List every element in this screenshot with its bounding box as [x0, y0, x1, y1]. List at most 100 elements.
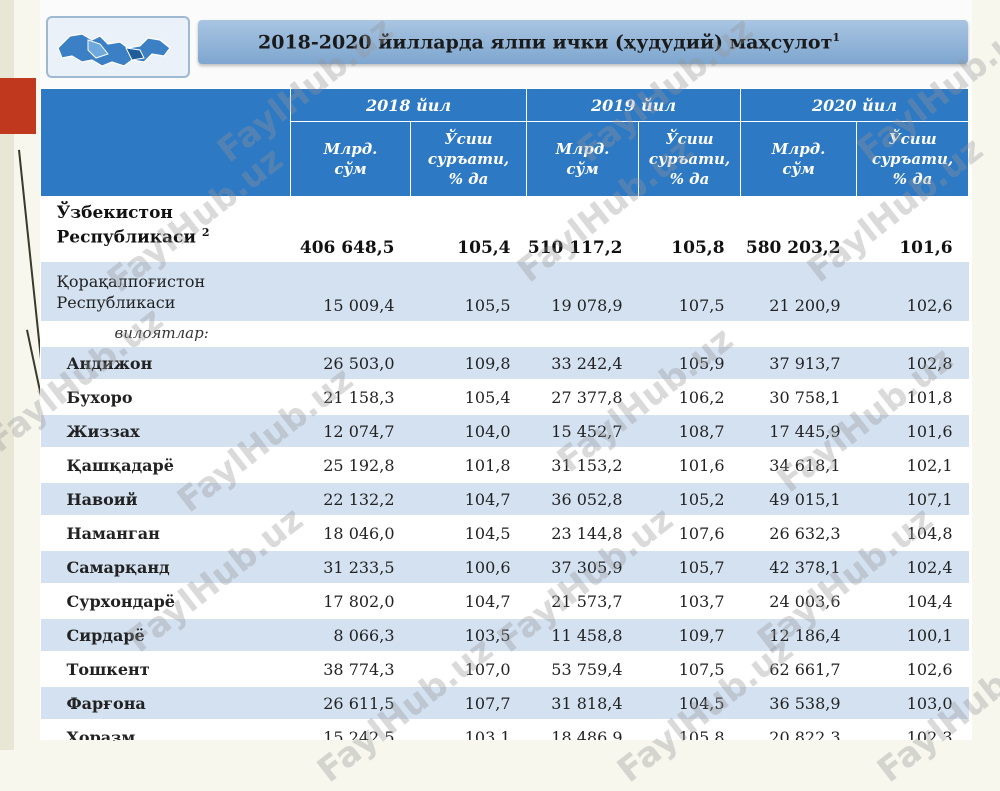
table-row: Самарқанд 31 233,5 100,6 37 305,9 105,7 42 37…	[40, 549, 969, 584]
cell-value: 510 117,2	[526, 196, 639, 262]
table-row: Бухоро 21 158,3 105,4 27 377,8 106,2 30 758,1…	[40, 379, 969, 414]
region-column-header	[40, 88, 291, 197]
document-image: 2018-2020 йилларда ялпи ички (ҳудудий) м…	[40, 0, 972, 740]
cell-value: 34 618,1	[740, 447, 857, 482]
cell-value: 18 486,9	[526, 719, 639, 740]
cell-value: 20 822,3	[740, 719, 857, 740]
table-row: Навоий 22 132,2 104,7 36 052,8 105,2 49 015,1…	[40, 481, 969, 516]
cell-growth: 104,8	[856, 515, 969, 550]
cell-value: 406 648,5	[290, 196, 411, 262]
cell-growth: 105,4	[410, 379, 527, 414]
cell-value: 17 445,9	[740, 413, 857, 448]
row-label: Наманган	[40, 515, 291, 550]
cell-value: 21 200,9	[740, 262, 857, 321]
table-row: Хоразм 15 242,5 103,1 18 486,9 105,8 20 822,3…	[40, 719, 969, 740]
row-label: Самарқанд	[40, 549, 291, 584]
cell-value: 19 078,9	[526, 262, 639, 321]
year-header-row: 2018 йил 2019 йил 2020 йил	[40, 88, 970, 197]
cell-value: 15 452,7	[526, 413, 639, 448]
uzbekistan-map-icon	[46, 16, 190, 78]
cell-value: 37 305,9	[526, 549, 639, 584]
cell-value: 24 003,6	[740, 583, 857, 618]
cell-value: 33 242,4	[526, 345, 639, 380]
region-rows: Андижон 26 503,0 109,8 33 242,4 105,9 37 913,…	[40, 345, 969, 740]
row-label: Хоразм	[40, 719, 291, 740]
cell-growth: 101,8	[410, 447, 527, 482]
slide-accent-box	[0, 78, 36, 134]
cell-growth: 104,4	[856, 583, 969, 618]
cell-growth: 104,5	[410, 515, 527, 550]
table-row: Фарғона 26 611,5 107,7 31 818,4 104,5 36 538,…	[40, 685, 969, 720]
table-row: Андижон 26 503,0 109,8 33 242,4 105,9 37 913,…	[40, 345, 969, 380]
cell-value: 15 242,5	[290, 719, 411, 740]
gdp-table: 2018 йил 2019 йил 2020 йил Млрд. сўм Ўси…	[40, 88, 970, 740]
cell-growth: 100,1	[856, 617, 969, 652]
cell-growth: 103,1	[410, 719, 527, 740]
cell-growth: 103,5	[410, 617, 527, 652]
cell-value: 31 818,4	[526, 685, 639, 720]
cell-growth: 107,5	[638, 651, 741, 686]
title-banner: 2018-2020 йилларда ялпи ички (ҳудудий) м…	[198, 20, 968, 64]
cell-value: 36 052,8	[526, 481, 639, 516]
cell-value: 25 192,8	[290, 447, 411, 482]
cell-value: 26 632,3	[740, 515, 857, 550]
slide-left-stripe	[0, 0, 14, 750]
cell-growth: 104,7	[410, 481, 527, 516]
unit-header-growth: Ўсиш суръати, % да	[638, 121, 742, 197]
cell-growth: 101,8	[856, 379, 969, 414]
table-row: Сирдарё 8 066,3 103,5 11 458,8 109,7 12 186,4…	[40, 617, 969, 652]
unit-header-growth: Ўсиш суръати, % да	[409, 121, 528, 197]
cell-growth: 101,6	[638, 447, 741, 482]
row-label: Қорақалпоғистон Республикаси	[40, 262, 291, 321]
row-label: Бухоро	[40, 379, 291, 414]
cell-growth: 103,7	[638, 583, 741, 618]
cell-growth: 102,1	[856, 447, 969, 482]
cell-value: 31 233,5	[290, 549, 411, 584]
cell-growth: 105,9	[638, 345, 741, 380]
table-row-karakalpakstan: Қорақалпоғистон Республикаси 15 009,4 10…	[40, 262, 969, 321]
year-header-2018: 2018 йил	[289, 88, 528, 122]
cell-value: 21 158,3	[290, 379, 411, 414]
row-label: Қашқадарё	[40, 447, 291, 482]
row-label: Сурхондарё	[40, 583, 291, 618]
year-header-2020: 2020 йил	[740, 88, 970, 122]
row-label: Тошкент	[40, 651, 291, 686]
cell-growth: 108,7	[638, 413, 741, 448]
cell-growth: 105,4	[410, 196, 527, 262]
cell-value: 15 009,4	[290, 262, 411, 321]
row-label: Андижон	[40, 345, 291, 380]
cell-value: 12 074,7	[290, 413, 411, 448]
cell-value: 49 015,1	[740, 481, 857, 516]
cell-value: 26 503,0	[290, 345, 411, 380]
row-label: Сирдарё	[40, 617, 291, 652]
cell-growth: 104,5	[638, 685, 741, 720]
cell-growth: 104,0	[410, 413, 527, 448]
cell-growth: 109,7	[638, 617, 741, 652]
cell-value: 30 758,1	[740, 379, 857, 414]
table-title: 2018-2020 йилларда ялпи ички (ҳудудий) м…	[258, 30, 841, 54]
table-row: Тошкент 38 774,3 107,0 53 759,4 107,5 62 661,…	[40, 651, 969, 686]
cell-value: 38 774,3	[290, 651, 411, 686]
cell-growth: 101,6	[856, 196, 969, 262]
cell-value: 37 913,7	[740, 345, 857, 380]
cell-value: 62 661,7	[740, 651, 857, 686]
cell-value: 8 066,3	[290, 617, 411, 652]
cell-growth: 102,3	[856, 719, 969, 740]
cell-value: 17 802,0	[290, 583, 411, 618]
table-row: Қашқадарё 25 192,8 101,8 31 153,2 101,6 34 61…	[40, 447, 969, 482]
cell-value: 31 153,2	[526, 447, 639, 482]
row-label: Фарғона	[40, 685, 291, 720]
cell-value: 580 203,2	[740, 196, 857, 262]
section-row-regions: вилоятлар:	[40, 321, 969, 346]
cell-growth: 107,1	[856, 481, 969, 516]
table-row: Сурхондарё 17 802,0 104,7 21 573,7 103,7 24 0…	[40, 583, 969, 618]
cell-value: 23 144,8	[526, 515, 639, 550]
cell-growth: 105,8	[638, 196, 741, 262]
table-row-uzbekistan-total: Ўзбекистон Республикаси 2 406 648,5 105,…	[40, 196, 969, 262]
cell-value: 36 538,9	[740, 685, 857, 720]
cell-growth: 107,5	[638, 262, 741, 321]
unit-header-growth: Ўсиш суръати, % да	[856, 121, 970, 197]
cell-growth: 102,6	[856, 262, 969, 321]
cell-growth: 107,6	[638, 515, 741, 550]
cell-value: 27 377,8	[526, 379, 639, 414]
